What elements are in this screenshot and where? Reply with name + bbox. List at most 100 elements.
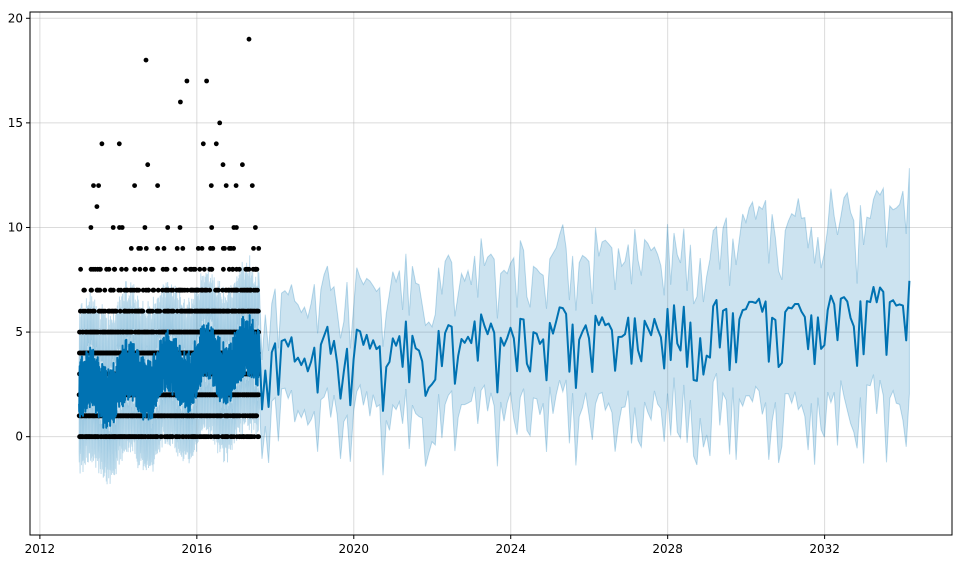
observed-point xyxy=(96,183,101,189)
x-tick-label: 2012 xyxy=(25,542,56,556)
observed-point xyxy=(82,287,87,293)
observed-point xyxy=(165,225,171,230)
observed-point xyxy=(216,434,221,440)
observed-point xyxy=(216,287,221,293)
observed-point xyxy=(249,183,255,189)
observed-point xyxy=(177,225,183,230)
observed-point xyxy=(157,308,163,314)
observed-point xyxy=(155,287,161,293)
observed-point xyxy=(172,266,178,272)
observed-point xyxy=(98,266,103,272)
observed-point xyxy=(110,225,116,230)
observed-point xyxy=(178,99,183,105)
observed-point xyxy=(171,308,176,314)
observed-point xyxy=(220,162,226,168)
observed-point xyxy=(78,266,83,272)
observed-point xyxy=(119,225,125,230)
observed-point xyxy=(91,183,96,189)
observed-point xyxy=(217,120,223,126)
x-tick-label: 2024 xyxy=(495,542,526,556)
observed-point xyxy=(119,266,124,272)
observed-point xyxy=(199,246,205,251)
observed-point xyxy=(89,287,94,293)
observed-point xyxy=(112,266,118,272)
observed-point xyxy=(88,225,94,230)
observed-point xyxy=(204,78,210,84)
observed-point xyxy=(106,266,112,272)
observed-point xyxy=(222,246,227,251)
observed-point xyxy=(253,225,258,230)
observed-point xyxy=(208,183,214,189)
observed-point xyxy=(184,78,190,84)
observed-point xyxy=(251,246,256,251)
observed-point xyxy=(209,266,215,272)
observed-point xyxy=(138,246,143,251)
observed-point xyxy=(180,246,186,251)
observed-point xyxy=(151,287,157,293)
observed-point xyxy=(210,246,216,251)
observed-point xyxy=(113,308,119,314)
observed-point xyxy=(207,287,213,293)
observed-point xyxy=(150,308,155,314)
observed-point xyxy=(155,183,161,189)
observed-point xyxy=(143,246,149,251)
x-tick-label: 2028 xyxy=(652,542,683,556)
observed-point xyxy=(150,266,156,272)
observed-point xyxy=(233,183,239,189)
uncertainty-band xyxy=(78,168,910,485)
observed-point xyxy=(97,287,103,293)
observed-point xyxy=(195,246,201,251)
observed-point xyxy=(94,204,100,210)
observed-point xyxy=(240,162,245,168)
observed-point xyxy=(254,266,260,272)
observed-point xyxy=(146,287,152,293)
observed-point xyxy=(143,266,149,272)
observed-point xyxy=(143,57,149,63)
observed-point xyxy=(254,413,260,419)
observed-point xyxy=(256,434,261,440)
y-tick-label: 10 xyxy=(8,220,23,234)
observed-point xyxy=(231,246,237,251)
observed-point xyxy=(192,266,198,272)
y-tick-label: 15 xyxy=(8,116,23,130)
observed-point xyxy=(237,266,242,272)
y-tick-label: 0 xyxy=(15,430,23,444)
observed-point xyxy=(170,434,175,440)
observed-point xyxy=(140,308,146,314)
observed-point xyxy=(209,225,215,230)
observed-point xyxy=(132,266,138,272)
y-tick-label: 20 xyxy=(8,11,23,25)
observed-point xyxy=(129,329,135,335)
observed-point xyxy=(91,308,97,314)
observed-point xyxy=(155,246,161,251)
observed-point xyxy=(256,308,261,314)
observed-point xyxy=(142,225,148,230)
uncertainty-interval xyxy=(78,168,910,485)
observed-point xyxy=(213,141,219,147)
observed-point xyxy=(161,246,167,251)
x-axis: 2012 2016 2020 2024 2028 2032 xyxy=(25,535,840,556)
observed-point xyxy=(185,287,190,293)
y-tick-label: 5 xyxy=(15,325,23,339)
observed-point xyxy=(136,287,142,293)
observed-point xyxy=(117,308,123,314)
observed-point xyxy=(111,287,116,293)
observed-point xyxy=(102,287,108,293)
observed-point xyxy=(255,287,260,293)
observed-point xyxy=(145,162,151,168)
observed-point xyxy=(137,266,143,272)
x-tick-label: 2020 xyxy=(339,542,370,556)
observed-point xyxy=(183,266,189,272)
observed-point xyxy=(223,183,229,189)
x-tick-label: 2016 xyxy=(182,542,213,556)
observed-point xyxy=(174,246,180,251)
observed-point xyxy=(197,266,203,272)
observed-point xyxy=(246,266,252,272)
observed-point xyxy=(230,266,236,272)
observed-point xyxy=(99,141,105,147)
observed-point xyxy=(234,225,239,230)
observed-point xyxy=(132,183,138,189)
observed-point xyxy=(164,266,170,272)
observed-point xyxy=(256,246,262,251)
